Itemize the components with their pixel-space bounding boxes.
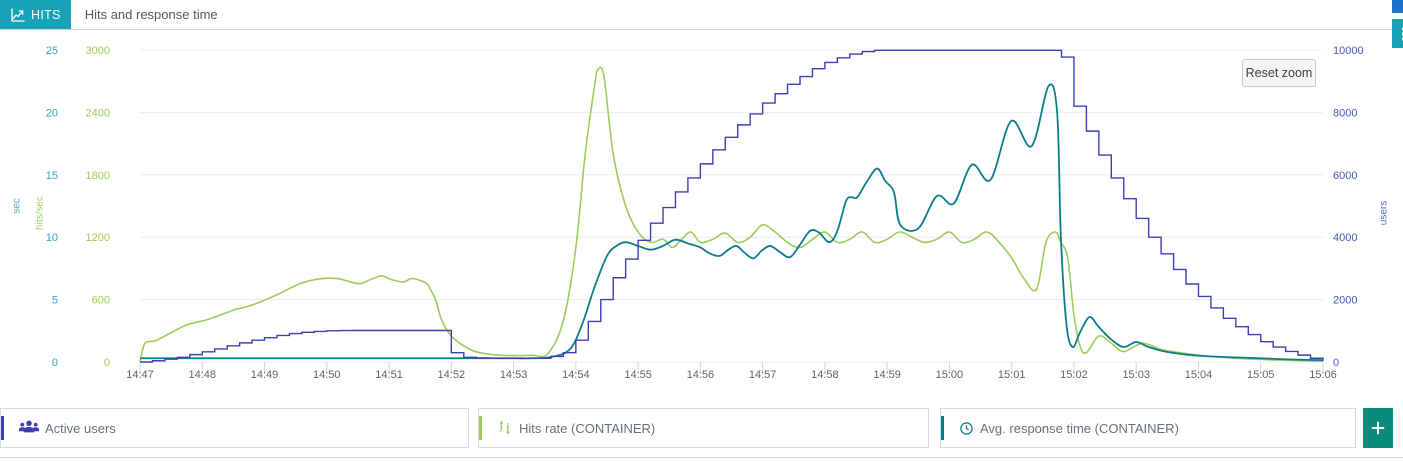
svg-text:3000: 3000 bbox=[86, 45, 110, 57]
svg-text:14:47: 14:47 bbox=[126, 369, 154, 381]
svg-text:15:05: 15:05 bbox=[1247, 369, 1275, 381]
svg-text:25: 25 bbox=[46, 45, 58, 57]
svg-text:14:51: 14:51 bbox=[375, 369, 403, 381]
svg-text:15:01: 15:01 bbox=[998, 369, 1026, 381]
svg-text:0: 0 bbox=[52, 357, 58, 369]
svg-text:15:00: 15:00 bbox=[936, 369, 964, 381]
svg-text:15:04: 15:04 bbox=[1185, 369, 1213, 381]
svg-text:600: 600 bbox=[92, 295, 110, 307]
svg-text:0: 0 bbox=[1333, 357, 1339, 369]
svg-text:15:06: 15:06 bbox=[1309, 369, 1337, 381]
svg-text:14:57: 14:57 bbox=[749, 369, 777, 381]
svg-text:20: 20 bbox=[46, 107, 58, 119]
svg-text:6000: 6000 bbox=[1333, 170, 1357, 182]
svg-text:10000: 10000 bbox=[1333, 45, 1364, 57]
svg-text:14:49: 14:49 bbox=[251, 369, 279, 381]
svg-text:2400: 2400 bbox=[86, 107, 110, 119]
svg-text:14:59: 14:59 bbox=[873, 369, 901, 381]
svg-text:15: 15 bbox=[46, 170, 58, 182]
svg-text:14:58: 14:58 bbox=[811, 369, 839, 381]
svg-text:14:56: 14:56 bbox=[687, 369, 715, 381]
svg-text:4000: 4000 bbox=[1333, 232, 1357, 244]
svg-text:2000: 2000 bbox=[1333, 295, 1357, 307]
svg-text:10: 10 bbox=[46, 232, 58, 244]
svg-text:14:53: 14:53 bbox=[500, 369, 528, 381]
svg-text:1200: 1200 bbox=[86, 232, 110, 244]
svg-text:14:54: 14:54 bbox=[562, 369, 590, 381]
svg-text:14:55: 14:55 bbox=[624, 369, 652, 381]
svg-text:15:03: 15:03 bbox=[1122, 369, 1150, 381]
svg-text:8000: 8000 bbox=[1333, 107, 1357, 119]
svg-text:14:50: 14:50 bbox=[313, 369, 341, 381]
svg-text:15:02: 15:02 bbox=[1060, 369, 1088, 381]
svg-text:0: 0 bbox=[104, 357, 110, 369]
svg-text:1800: 1800 bbox=[86, 170, 110, 182]
svg-text:14:52: 14:52 bbox=[438, 369, 466, 381]
svg-text:5: 5 bbox=[52, 295, 58, 307]
svg-text:14:48: 14:48 bbox=[188, 369, 216, 381]
